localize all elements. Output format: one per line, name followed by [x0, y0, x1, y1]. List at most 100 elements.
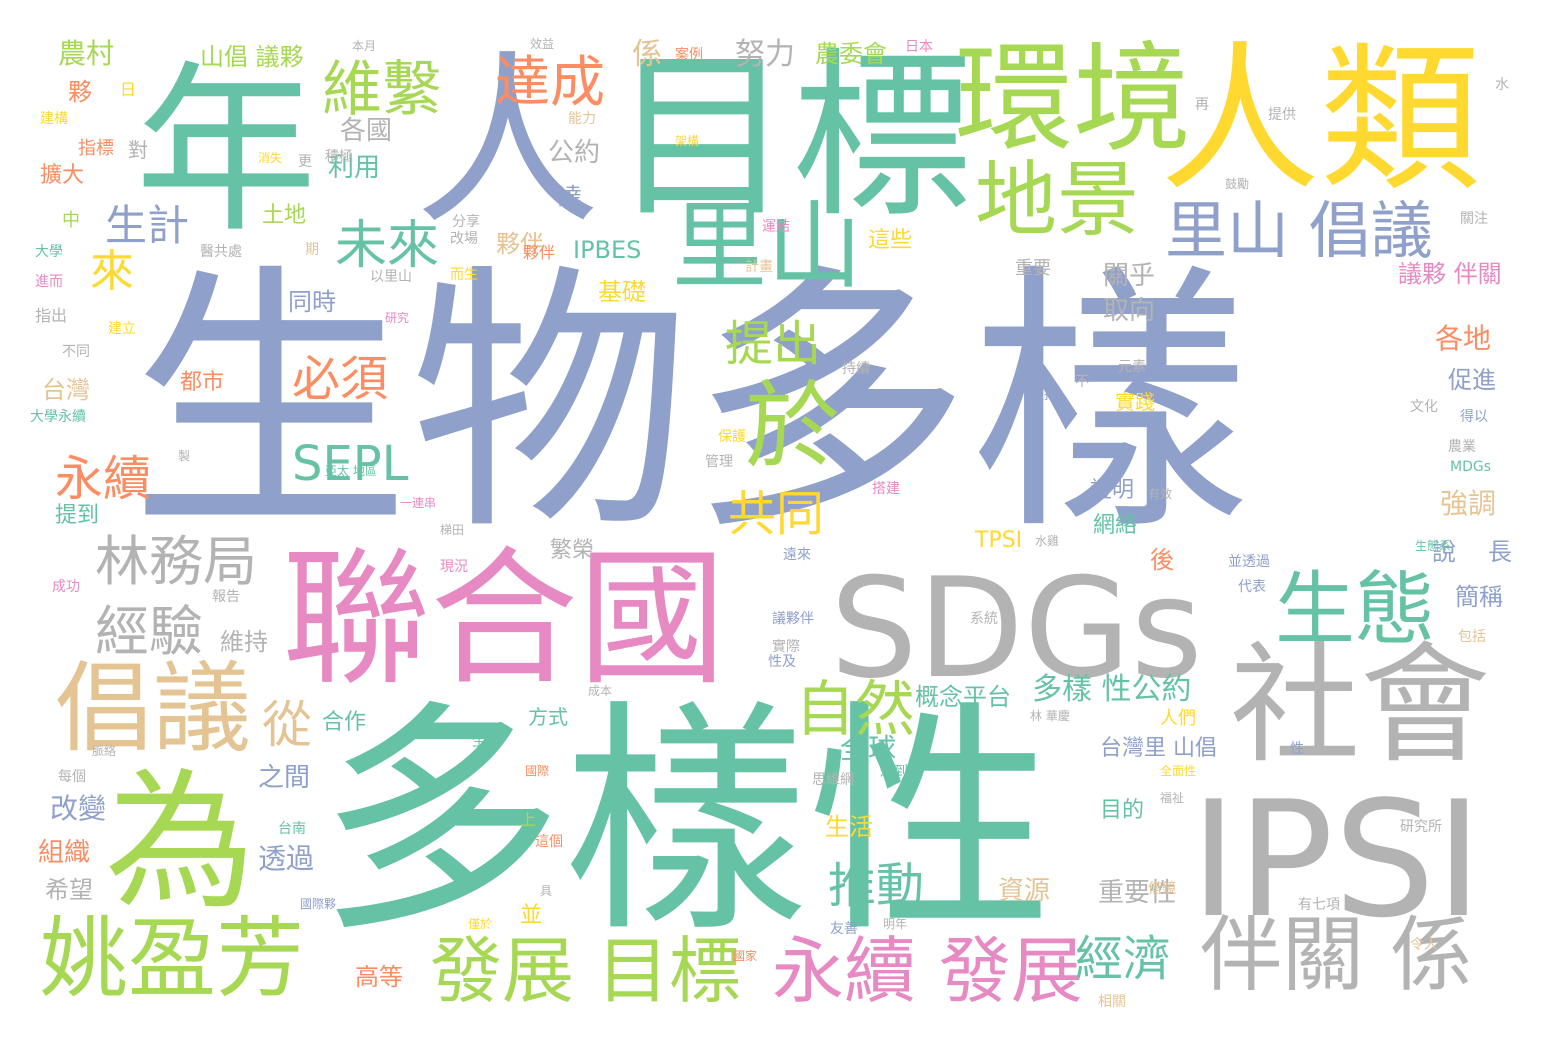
- word-sepl: SEPL: [292, 436, 409, 492]
- word-shengwuduoyang: 生物多樣: [130, 242, 1250, 568]
- word-lin-huaqing: 林 華慶: [1030, 709, 1070, 723]
- word-dijing: 地景: [975, 153, 1140, 248]
- word-xitong: 系統: [970, 611, 998, 627]
- word-shuiji: 水雞: [1035, 534, 1060, 548]
- word-qiangdiao: 強調: [1440, 487, 1497, 520]
- word-dajian: 搭建: [872, 481, 900, 497]
- word-cong: 從: [262, 696, 312, 754]
- word-gongyue: 公約: [548, 138, 601, 168]
- word-tainan: 台南: [278, 821, 306, 837]
- word-ju: 具: [540, 884, 553, 898]
- word-ipsi: IPSI: [1190, 766, 1483, 953]
- word-benyue: 本月: [352, 39, 377, 53]
- word-chixu: 持續: [842, 361, 870, 377]
- word-taiwan-lishan-chang: 台灣里 山倡: [1100, 736, 1217, 761]
- word-mdgs: MDGs: [1450, 459, 1492, 475]
- word-yatai-diqu: 亞太 地區: [325, 464, 377, 478]
- word-wenhua: 文化: [1410, 399, 1438, 415]
- word-gongtong: 共同: [728, 486, 825, 542]
- word-dushi: 都市: [180, 370, 225, 395]
- word-mailuo: 脈絡: [92, 744, 117, 758]
- word-geng: 更: [298, 154, 312, 170]
- word-chang: 長: [1488, 538, 1512, 566]
- word-daibiao: 代表: [1238, 579, 1266, 595]
- word-quanmianxing: 全面性: [1160, 764, 1197, 778]
- word-youshan: 友善: [830, 921, 858, 937]
- word-jiangou: 建構: [40, 111, 68, 127]
- word-hou: 後: [1150, 546, 1174, 574]
- word-yunjie: 運結: [762, 219, 790, 235]
- word-baokuo: 包括: [1458, 629, 1486, 645]
- word-meige: 每個: [58, 769, 86, 785]
- word-nuli: 努力: [735, 37, 795, 72]
- word-shenghuo: 生活: [825, 813, 873, 841]
- word-nengli: 能力: [568, 111, 596, 127]
- word-yongxu-fazhan: 永續 發展: [772, 929, 1083, 1013]
- word-xing: 性: [1290, 741, 1304, 757]
- word-changyi: 倡議: [55, 652, 252, 766]
- word-nongcun: 農村: [58, 37, 115, 70]
- word-yuanlai: 遠來: [783, 547, 811, 563]
- word-huoban-2: 夥伴: [523, 243, 556, 262]
- word-bingtouguo: 並透過: [1228, 554, 1270, 570]
- word-bing: 並: [520, 903, 543, 928]
- word-zhibiao: 指標: [78, 138, 114, 159]
- word-weilai: 未來: [335, 216, 440, 276]
- word-xiwang: 希望: [45, 876, 93, 904]
- word-xiangguan: 相關: [1098, 994, 1126, 1010]
- word-shehui: 社會: [1230, 629, 1491, 781]
- word-yihuo-banguan: 議夥 伴關: [1398, 260, 1502, 288]
- word-deyi: 得以: [1460, 409, 1488, 425]
- word-zhichi: 支持: [1030, 387, 1058, 403]
- word-yongxu: 永續: [55, 451, 152, 507]
- word-xiaoshi: 消失: [258, 151, 283, 165]
- word-yilishan: 以里山: [370, 269, 412, 285]
- word-lishan-changyi: 里山 倡議: [1165, 194, 1433, 267]
- word-yaoyingfang: 姚盈芳: [40, 907, 305, 1010]
- word-sdgs: SDGs: [830, 548, 1203, 709]
- word-dacheng: 達成: [495, 50, 606, 114]
- word-daxue-yongxu: 大學永續: [30, 409, 86, 425]
- word-wei: 為: [105, 756, 256, 930]
- word-fazhan-mubiao: 發展 目標: [430, 929, 741, 1013]
- word-taiwan: 台灣: [42, 376, 90, 404]
- word-wangluo: 網絡: [1093, 513, 1138, 538]
- word-banguanxi: 伴關 係: [1200, 908, 1473, 1003]
- word-touguo: 透過: [258, 842, 315, 875]
- word-zhi: 製: [178, 449, 191, 463]
- word-shijian: 實踐: [1115, 390, 1155, 414]
- word-baohu: 保護: [718, 429, 746, 445]
- word-ersheng: 而生: [450, 267, 478, 283]
- word-yilianchuan: 一連串: [400, 496, 437, 510]
- word-quxiang: 取向: [1103, 296, 1156, 326]
- word-lingren: 令人: [1410, 937, 1438, 953]
- word-ziran: 自然: [795, 675, 915, 745]
- word-gainian-pingtai: 概念平台: [915, 683, 1011, 711]
- word-jiji: 積極: [325, 149, 353, 165]
- word-renmen: 人們: [1160, 708, 1196, 729]
- word-yuansu: 元素: [1118, 359, 1146, 375]
- word-riben: 日本: [905, 39, 933, 55]
- word-chengben: 成本: [588, 684, 613, 698]
- word-jiancheng: 簡稱: [1455, 583, 1503, 611]
- word-zhongyaoxing: 重要性: [1098, 878, 1177, 908]
- word-tigong: 提供: [1268, 107, 1296, 123]
- word-jiner: 進而: [35, 274, 63, 290]
- word-huanjing: 環境: [955, 30, 1192, 168]
- word-tpsi: TPSI: [975, 528, 1023, 553]
- word-yanjiu: 研究: [385, 311, 410, 325]
- word-lai: 來: [90, 246, 134, 297]
- word-tuidong: 推動: [828, 858, 925, 914]
- word-jianli: 建立: [108, 321, 136, 337]
- word-lianheguo: 聯合國: [282, 533, 726, 705]
- word-xingji: 性及: [768, 654, 796, 670]
- word-guanzhu: 關注: [1460, 211, 1488, 227]
- word-xiankuang: 現況: [440, 559, 468, 575]
- word-chenggong: 成功: [52, 579, 80, 595]
- word-mingnian: 明年: [883, 917, 908, 931]
- word-yu: 於: [745, 372, 841, 482]
- word-dui: 對: [128, 138, 148, 162]
- word-gaichang: 改場: [450, 231, 478, 247]
- word-bixu: 必須: [292, 351, 389, 407]
- word-zhichu: 指出: [35, 306, 68, 325]
